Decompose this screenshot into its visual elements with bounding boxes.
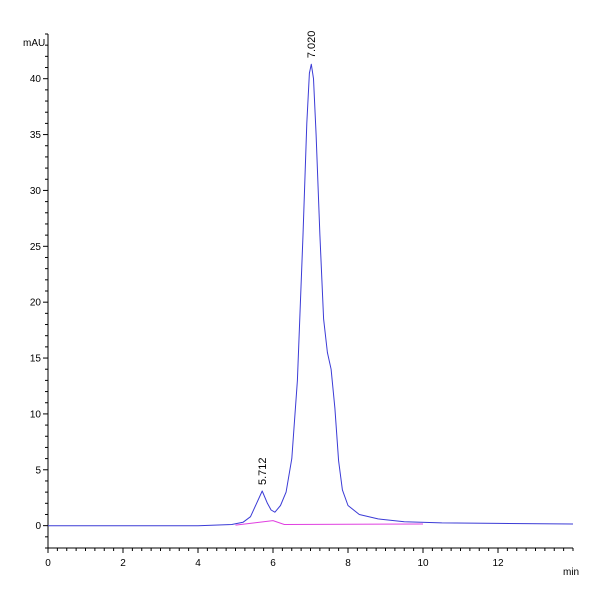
peak-label: 5.712 bbox=[257, 457, 269, 485]
y-tick-label: 20 bbox=[30, 298, 42, 309]
x-tick-label: 12 bbox=[492, 558, 504, 569]
x-axis-label: min bbox=[563, 567, 579, 578]
peak-labels: 5.712 7.020 bbox=[257, 31, 318, 485]
x-axis: 0 2 4 6 8 10 12 bbox=[45, 547, 574, 569]
y-axis: 0 5 10 15 20 25 30 35 40 bbox=[30, 33, 49, 549]
y-tick-label: 5 bbox=[35, 465, 41, 476]
x-tick-label: 8 bbox=[345, 558, 351, 569]
series-group bbox=[48, 63, 574, 527]
peak-label: 7.020 bbox=[306, 31, 318, 59]
y-tick-label: 0 bbox=[35, 521, 41, 532]
y-tick-label: 40 bbox=[30, 74, 42, 85]
y-tick-label: 15 bbox=[30, 354, 42, 365]
x-tick-label: 2 bbox=[120, 558, 126, 569]
y-axis-label: mAU bbox=[23, 38, 45, 49]
signal-trace bbox=[48, 63, 574, 527]
x-tick-label: 6 bbox=[270, 558, 276, 569]
x-tick-label: 4 bbox=[195, 558, 201, 569]
integration-baseline bbox=[235, 520, 424, 526]
y-tick-label: 30 bbox=[30, 186, 42, 197]
y-tick-label: 35 bbox=[30, 130, 42, 141]
x-tick-label: 0 bbox=[45, 558, 51, 569]
y-tick-label: 25 bbox=[30, 242, 42, 253]
y-tick-label: 10 bbox=[30, 409, 42, 420]
x-tick-label: 10 bbox=[417, 558, 429, 569]
